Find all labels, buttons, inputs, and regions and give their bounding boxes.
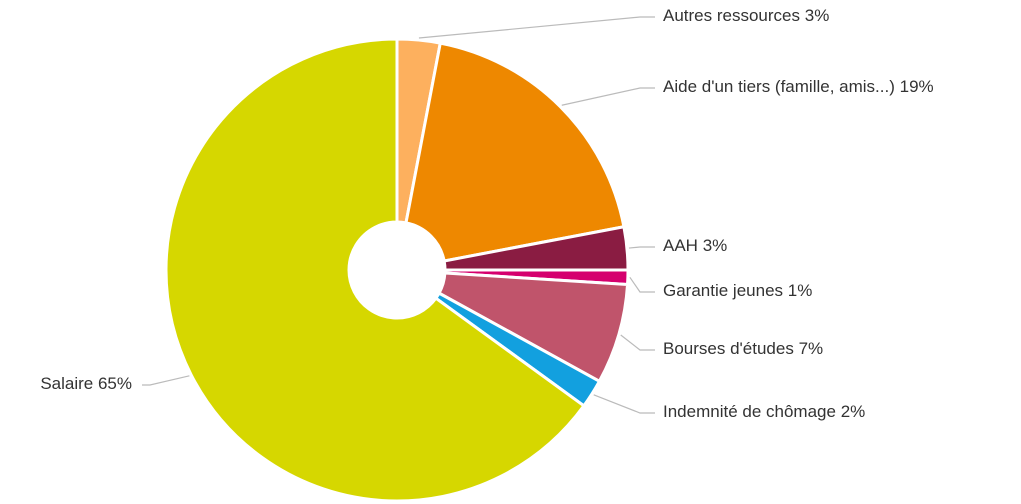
value-label: 7% (799, 339, 824, 358)
leader-line (593, 394, 655, 414)
slice-label: Autres ressources 3% (663, 6, 829, 25)
value-label: 65% (98, 374, 132, 393)
category-name: Salaire (40, 374, 93, 393)
value-label: 2% (841, 402, 866, 421)
value-label: 19% (900, 77, 934, 96)
category-name: Bourses d'études (663, 339, 794, 358)
category-name: Indemnité de chômage (663, 402, 836, 421)
leader-line (418, 16, 655, 39)
slice-label: Aide d'un tiers (famille, amis...) 19% (663, 77, 934, 96)
pie-slice (164, 37, 586, 503)
slice-label: Salaire 65% (40, 374, 132, 393)
leader-line (561, 87, 655, 106)
category-name: Autres ressources (663, 6, 800, 25)
value-label: 3% (703, 236, 728, 255)
category-name: AAH (663, 236, 698, 255)
leader-line (142, 375, 190, 386)
slice-label: Garantie jeunes 1% (663, 281, 812, 300)
value-label: 1% (788, 281, 813, 300)
leader-line (620, 334, 655, 351)
slice-label: Indemnité de chômage 2% (663, 402, 865, 421)
pie-slice (404, 41, 626, 263)
slice-label: Bourses d'études 7% (663, 339, 823, 358)
leader-line (628, 246, 655, 249)
category-name: Aide d'un tiers (famille, amis...) (663, 77, 895, 96)
category-name: Garantie jeunes (663, 281, 783, 300)
slice-label: AAH 3% (663, 236, 727, 255)
value-label: 3% (805, 6, 830, 25)
leader-line (629, 276, 655, 293)
pie-slice (437, 271, 630, 384)
